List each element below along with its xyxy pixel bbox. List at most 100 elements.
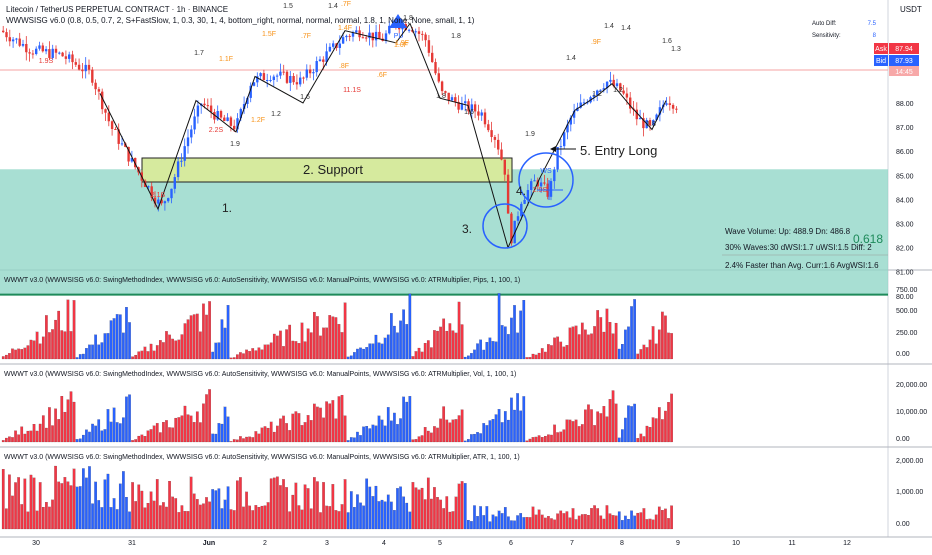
candle[interactable] [295,82,299,85]
candle[interactable] [658,107,662,115]
candle[interactable] [576,107,579,111]
candle[interactable] [289,75,292,83]
candle[interactable] [569,117,572,125]
candle[interactable] [229,117,233,126]
candle[interactable] [91,69,94,83]
candle[interactable] [104,109,107,113]
candle[interactable] [256,76,259,83]
candle[interactable] [483,112,487,125]
candle[interactable] [434,62,437,74]
candle[interactable] [457,101,460,110]
candle[interactable] [8,37,11,42]
candle[interactable] [450,97,454,101]
candle[interactable] [94,82,97,90]
candle[interactable] [74,62,77,65]
candle[interactable] [572,110,576,118]
candle[interactable] [31,53,35,55]
candle[interactable] [503,159,506,175]
candle[interactable] [480,112,483,116]
candle[interactable] [308,69,312,74]
candle[interactable] [54,48,58,53]
candle[interactable] [487,124,490,131]
candle[interactable] [629,97,632,109]
candle[interactable] [510,213,513,244]
candle[interactable] [292,75,295,83]
candle[interactable] [21,43,25,46]
candle[interactable] [120,143,124,145]
candle[interactable] [477,111,480,116]
candle[interactable] [209,105,213,113]
candle[interactable] [602,88,605,90]
candle[interactable] [163,201,167,204]
candle[interactable] [671,104,675,109]
candle[interactable] [223,117,226,122]
candle[interactable] [203,103,206,106]
candle[interactable] [368,32,371,39]
candle[interactable] [246,97,249,104]
candle[interactable] [219,111,223,118]
candle[interactable] [130,157,134,162]
candle[interactable] [84,64,87,72]
candle[interactable] [226,117,229,122]
candle[interactable] [605,81,609,89]
candle[interactable] [236,118,239,130]
candle[interactable] [516,216,520,221]
candle[interactable] [193,116,196,130]
candle[interactable] [322,59,325,62]
candle[interactable] [497,139,500,150]
candle[interactable] [58,52,61,54]
candle[interactable] [539,182,543,187]
candle[interactable] [582,102,586,104]
candle[interactable] [460,103,464,110]
candle[interactable] [338,43,341,48]
candle[interactable] [315,61,318,73]
candle[interactable] [523,199,526,204]
candle[interactable] [38,45,41,49]
candle[interactable] [642,118,645,129]
candle[interactable] [190,129,193,138]
candle[interactable] [233,125,236,130]
candle[interactable] [506,174,510,214]
candle[interactable] [398,26,401,30]
candle[interactable] [5,32,8,38]
candle[interactable] [374,31,378,41]
candle[interactable] [275,75,279,77]
candle[interactable] [384,33,388,41]
candle[interactable] [470,104,473,112]
candle[interactable] [51,48,54,58]
candle[interactable] [431,52,434,63]
candle[interactable] [71,54,74,63]
candle[interactable] [378,31,381,39]
candle[interactable] [183,146,186,161]
candle[interactable] [622,90,625,94]
candle[interactable] [599,89,602,91]
candle[interactable] [553,169,556,182]
candle[interactable] [239,109,242,119]
candle[interactable] [25,43,28,53]
candle[interactable] [41,45,44,52]
candle[interactable] [493,137,497,140]
candle[interactable] [44,49,48,52]
candle[interactable] [213,112,216,120]
candle[interactable] [153,197,157,204]
candle[interactable] [417,31,421,34]
candle[interactable] [285,71,289,83]
candle[interactable] [437,73,440,82]
candle[interactable] [127,146,130,162]
candle[interactable] [282,71,285,73]
candle[interactable] [160,199,163,204]
candle[interactable] [444,91,447,93]
candle[interactable] [318,59,322,62]
candle[interactable] [48,49,51,58]
candle[interactable] [615,83,619,87]
candle[interactable] [81,69,84,72]
candle[interactable] [371,32,374,41]
candle[interactable] [464,101,467,104]
candle[interactable] [2,30,5,33]
candle[interactable] [526,190,530,200]
candle[interactable] [388,25,391,34]
candle[interactable] [266,80,269,82]
candle[interactable] [543,182,546,184]
